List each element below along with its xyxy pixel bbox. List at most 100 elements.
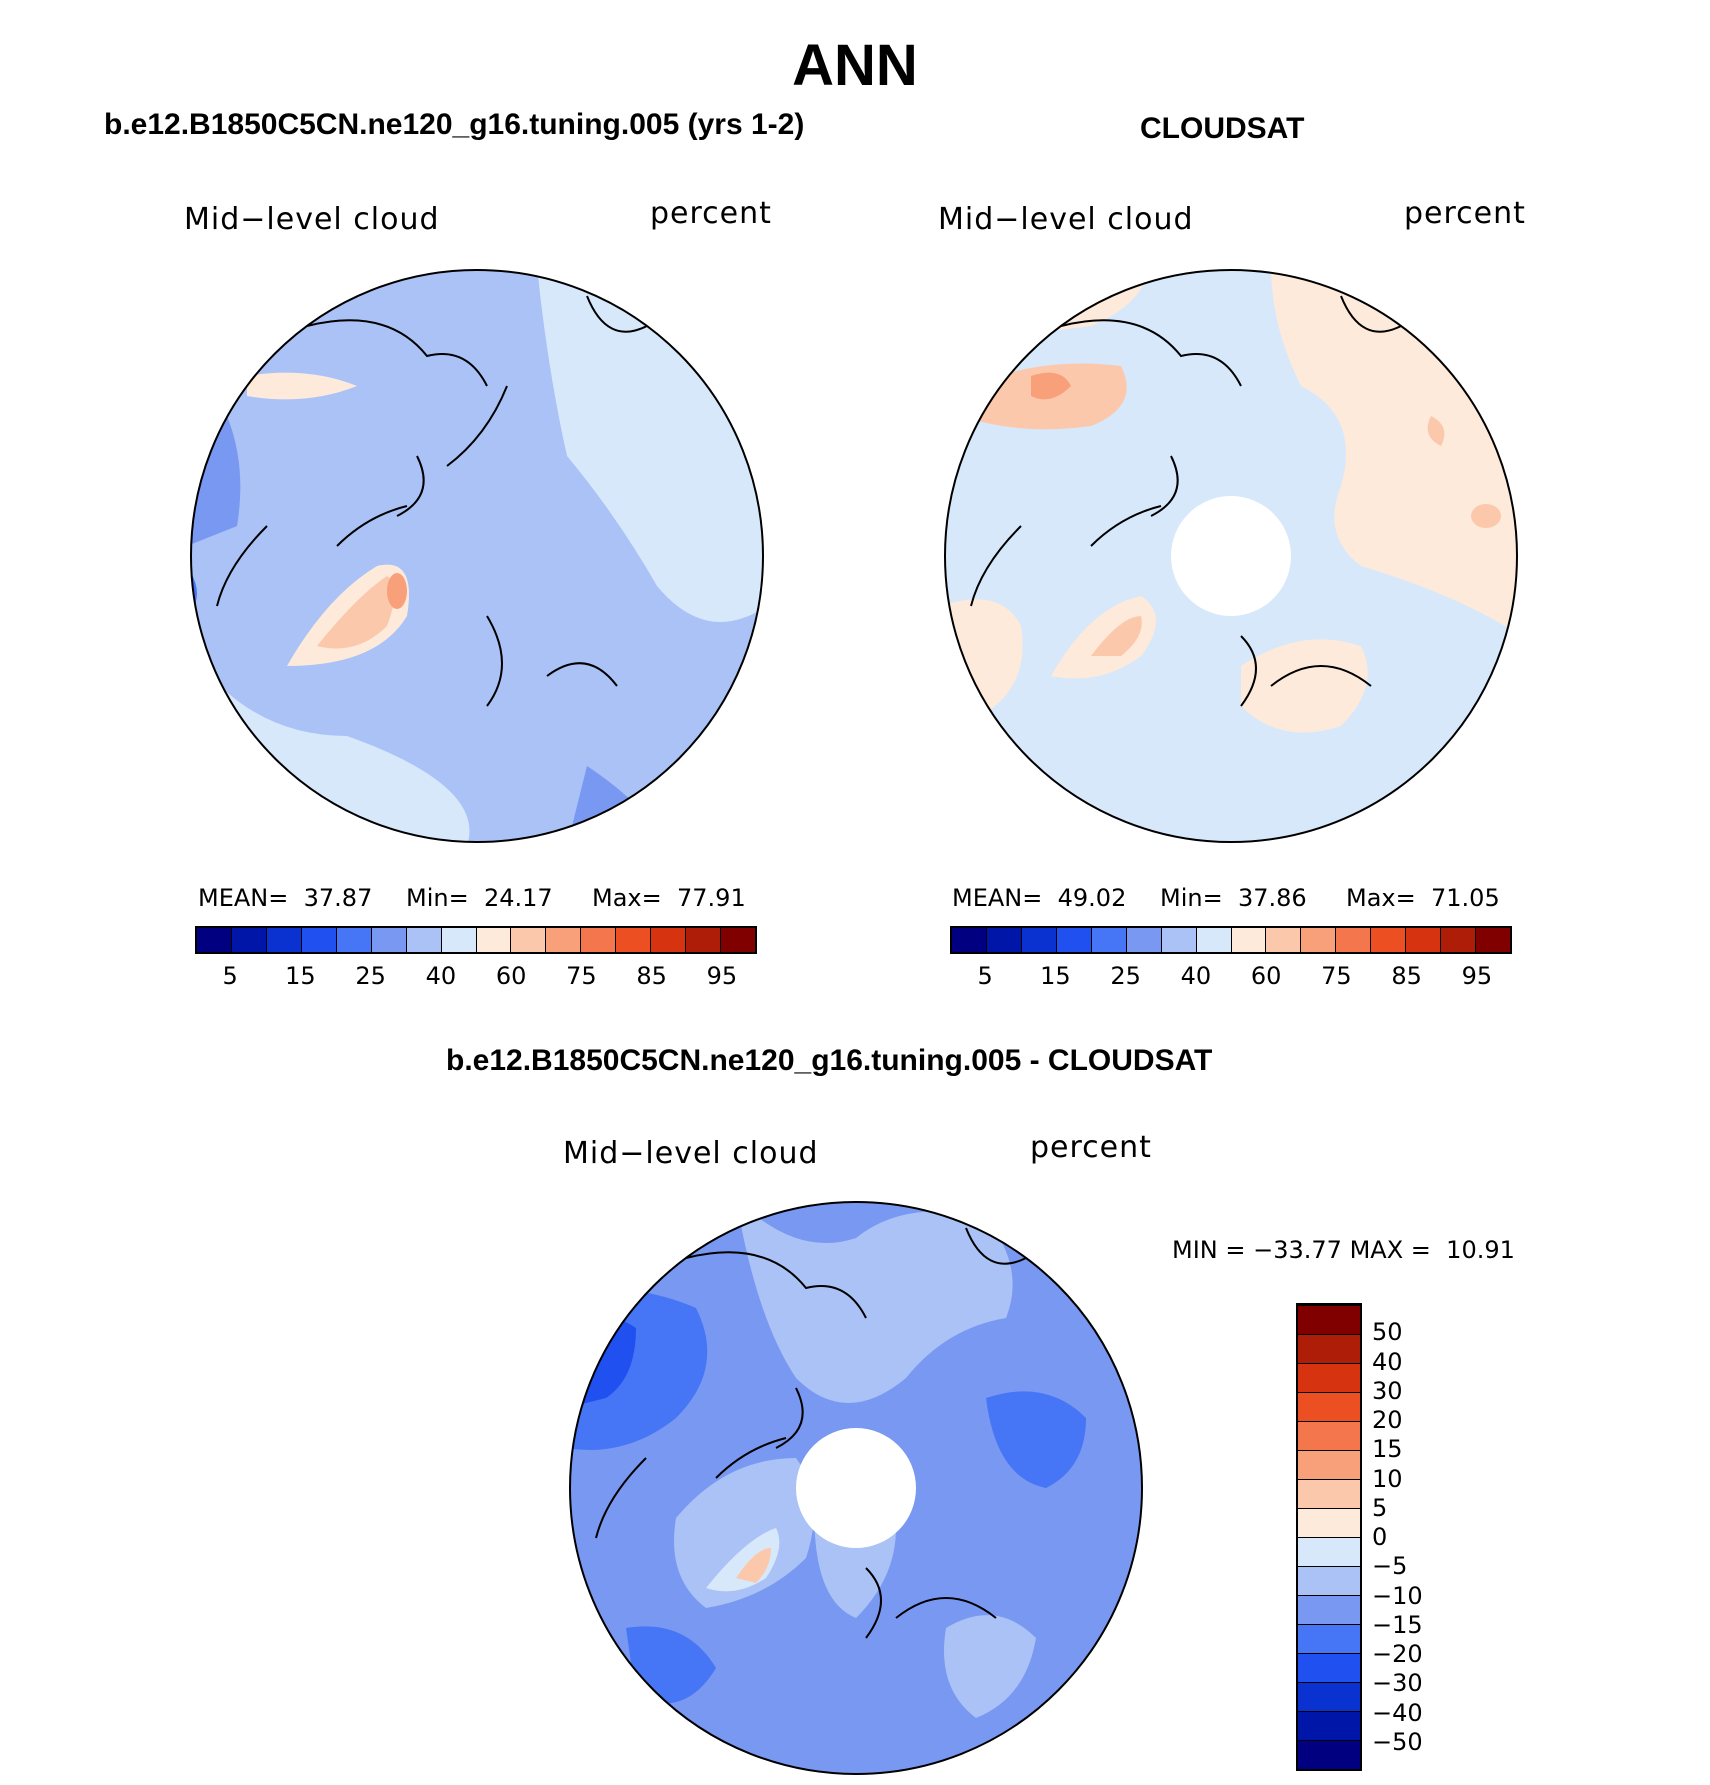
model-colorbar-cell xyxy=(651,928,687,952)
model-colorbar-cell xyxy=(721,928,755,952)
diff-colorbar-tick-label: 15 xyxy=(1372,1435,1403,1464)
model-colorbar-ticks: 5 15 25 40 60 75 85 95 xyxy=(195,962,757,992)
obs-polar-map xyxy=(944,269,1518,843)
model-colorbar-tick-label: 85 xyxy=(636,962,667,990)
obs-mean-label: MEAN= xyxy=(952,884,1043,912)
model-case-title: b.e12.B1850C5CN.ne120_g16.tuning.005 (yr… xyxy=(104,108,805,141)
model-colorbar-tick-label: 40 xyxy=(425,962,457,990)
diff-colorbar-tick-label: −10 xyxy=(1372,1581,1423,1610)
obs-case-title: CLOUDSAT xyxy=(1140,112,1305,145)
obs-colorbar-tick-label: 95 xyxy=(1461,962,1493,990)
obs-min-label: Min= xyxy=(1160,884,1223,912)
diff-colorbar-tick-label: −15 xyxy=(1372,1610,1423,1639)
model-units-label: percent xyxy=(650,196,772,231)
obs-stats-max: Max= 71.05 xyxy=(1346,884,1500,912)
diff-colorbar-ticks: −50 −40 −30 −20 −15 −10 −5 0 5 10 15 20 30 40 50 xyxy=(1372,1303,1492,1771)
diff-min-label: MIN = xyxy=(1172,1236,1246,1264)
diff-colorbar-cell xyxy=(1298,1566,1360,1595)
diff-colorbar-cell xyxy=(1298,1740,1360,1769)
model-variable-label: Mid−level cloud xyxy=(184,202,440,237)
model-colorbar-tick-label: 5 xyxy=(222,962,238,990)
diff-colorbar-tick-label: 30 xyxy=(1372,1376,1403,1405)
diff-colorbar-cell xyxy=(1298,1363,1360,1392)
model-stats-min: Min= 24.17 xyxy=(406,884,553,912)
diff-case-title: b.e12.B1850C5CN.ne120_g16.tuning.005 - C… xyxy=(446,1044,1213,1077)
obs-units-label: percent xyxy=(1404,196,1526,231)
model-min-label: Min= xyxy=(406,884,469,912)
model-colorbar-tick-label: 15 xyxy=(285,962,316,990)
obs-colorbar-tick-label: 40 xyxy=(1180,962,1212,990)
obs-colorbar-cell xyxy=(986,928,1022,952)
diff-colorbar-cell xyxy=(1298,1711,1360,1740)
diff-variable-label: Mid−level cloud xyxy=(563,1136,819,1171)
obs-colorbar-tick-label: 60 xyxy=(1250,962,1282,990)
diff-stats: MIN = −33.77 MAX = 10.91 xyxy=(1172,1236,1515,1264)
diff-colorbar-cell xyxy=(1298,1595,1360,1624)
diff-units-label: percent xyxy=(1030,1130,1152,1165)
model-colorbar-cell xyxy=(301,928,337,952)
obs-colorbar-cell xyxy=(1091,928,1127,952)
model-colorbar-cell xyxy=(266,928,302,952)
diff-colorbar xyxy=(1296,1303,1362,1771)
obs-colorbar-ticks: 5 15 25 40 60 75 85 95 xyxy=(950,962,1512,992)
model-colorbar-tick-label: 60 xyxy=(495,962,527,990)
diff-colorbar-cell xyxy=(1298,1624,1360,1653)
model-colorbar-cell xyxy=(406,928,442,952)
model-colorbar-cell xyxy=(581,928,617,952)
obs-max-value: 71.05 xyxy=(1431,884,1500,912)
obs-colorbar-tick-label: 15 xyxy=(1040,962,1071,990)
model-colorbar-cell xyxy=(197,928,232,952)
diff-colorbar-cell xyxy=(1298,1305,1360,1334)
obs-colorbar-cell xyxy=(1476,928,1510,952)
model-colorbar-cell xyxy=(336,928,372,952)
diff-colorbar-cell xyxy=(1298,1508,1360,1537)
obs-colorbar-tick-label: 85 xyxy=(1391,962,1422,990)
obs-colorbar xyxy=(950,926,1512,954)
obs-max-label: Max= xyxy=(1346,884,1416,912)
figure-title: ANN xyxy=(792,33,918,98)
model-stats-mean: MEAN= 37.87 xyxy=(198,884,372,912)
model-colorbar-tick-label: 75 xyxy=(566,962,597,990)
obs-colorbar-cell xyxy=(1406,928,1442,952)
obs-colorbar-cell xyxy=(1126,928,1162,952)
diff-colorbar-tick-label: −30 xyxy=(1372,1669,1423,1698)
obs-stats-mean: MEAN= 49.02 xyxy=(952,884,1126,912)
model-max-label: Max= xyxy=(592,884,662,912)
model-polar-map xyxy=(190,269,764,843)
diff-colorbar-cell xyxy=(1298,1450,1360,1479)
diff-polar-map xyxy=(569,1201,1143,1775)
obs-colorbar-cell xyxy=(952,928,987,952)
model-colorbar-cell xyxy=(686,928,722,952)
obs-colorbar-cell xyxy=(1441,928,1477,952)
model-colorbar-cell xyxy=(511,928,547,952)
diff-colorbar-cell xyxy=(1298,1682,1360,1711)
diff-colorbar-tick-label: 5 xyxy=(1372,1493,1388,1522)
model-mean-label: MEAN= xyxy=(198,884,289,912)
obs-colorbar-cell xyxy=(1336,928,1372,952)
obs-colorbar-cell xyxy=(1021,928,1057,952)
model-colorbar-tick-label: 95 xyxy=(706,962,738,990)
diff-min-value: −33.77 xyxy=(1253,1236,1342,1264)
diff-colorbar-tick-label: 40 xyxy=(1372,1347,1403,1376)
model-mean-value: 37.87 xyxy=(303,884,373,912)
model-colorbar-cell xyxy=(546,928,582,952)
model-colorbar-cell xyxy=(616,928,652,952)
diff-colorbar-tick-label: −20 xyxy=(1372,1640,1423,1668)
model-colorbar-cell xyxy=(231,928,267,952)
model-min-value: 24.17 xyxy=(483,884,553,912)
obs-colorbar-cell xyxy=(1266,928,1302,952)
model-stats-max: Max= 77.91 xyxy=(592,884,746,912)
diff-colorbar-cell xyxy=(1298,1479,1360,1508)
obs-variable-label: Mid−level cloud xyxy=(938,202,1194,237)
diff-max-label: MAX = xyxy=(1349,1236,1431,1264)
diff-colorbar-cell xyxy=(1298,1537,1360,1566)
model-colorbar-cell xyxy=(476,928,512,952)
model-colorbar-cell xyxy=(441,928,477,952)
obs-colorbar-cell xyxy=(1371,928,1407,952)
obs-colorbar-tick-label: 5 xyxy=(977,962,993,990)
obs-stats-min: Min= 37.86 xyxy=(1160,884,1307,912)
diff-colorbar-tick-label: 20 xyxy=(1372,1406,1403,1434)
obs-colorbar-tick-label: 75 xyxy=(1321,962,1352,990)
diff-colorbar-cell xyxy=(1298,1653,1360,1682)
diff-colorbar-tick-label: −50 xyxy=(1372,1727,1423,1756)
